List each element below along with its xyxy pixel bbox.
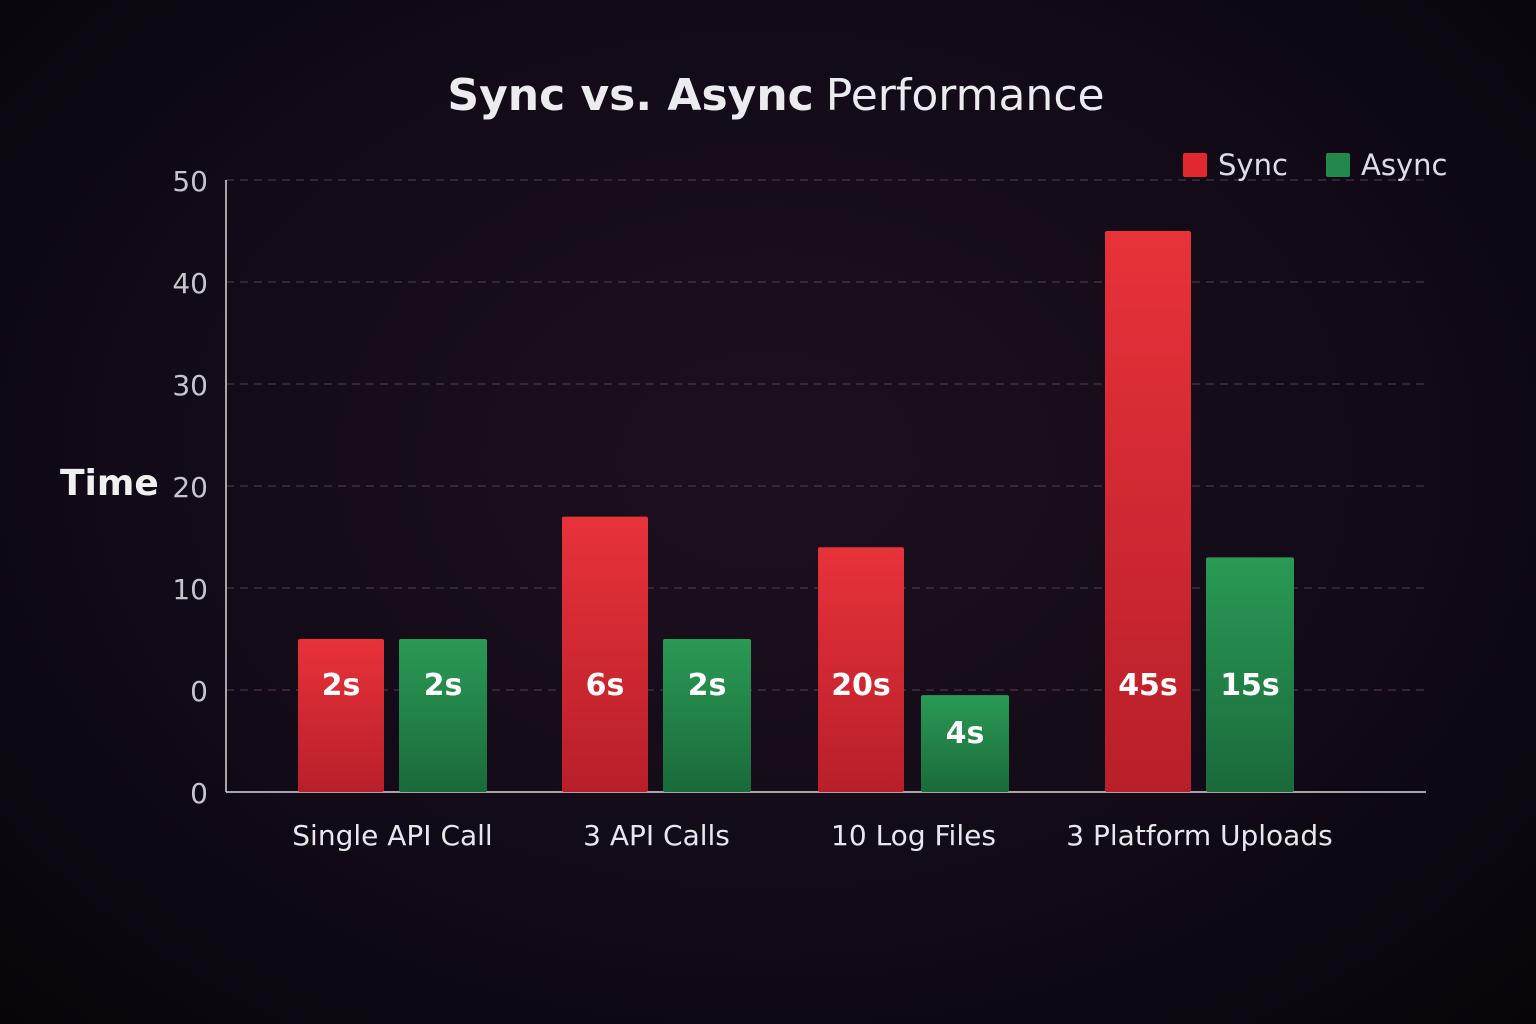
data-label: 20s bbox=[831, 668, 891, 703]
legend-label: Sync bbox=[1218, 148, 1288, 182]
bar-async bbox=[921, 695, 1009, 792]
y-axis-label: Time bbox=[60, 463, 159, 504]
legend-label: Async bbox=[1361, 148, 1447, 182]
y-tick-label: 10 bbox=[172, 573, 208, 606]
bar-async bbox=[1206, 557, 1294, 792]
bar-sync bbox=[1105, 231, 1191, 792]
chart-title-light: Performance bbox=[826, 70, 1105, 121]
data-label: 2s bbox=[688, 668, 727, 703]
x-tick-label: 10 Log Files bbox=[831, 819, 996, 852]
data-label: 2s bbox=[424, 668, 463, 703]
y-tick-label: 0 bbox=[190, 777, 208, 810]
bar-sync bbox=[818, 547, 904, 792]
legend-swatch-sync bbox=[1183, 153, 1207, 177]
y-tick-label: 30 bbox=[172, 369, 208, 402]
y-tick-label: 40 bbox=[172, 267, 208, 300]
x-tick-label: Single API Call bbox=[292, 819, 492, 852]
bar-sync bbox=[298, 639, 384, 792]
chart-title: Sync vs. Async Performance bbox=[447, 70, 1104, 121]
bar-async bbox=[663, 639, 751, 792]
chart-title-bold: Sync vs. Async bbox=[447, 70, 813, 121]
data-label: 2s bbox=[322, 668, 361, 703]
x-tick-label: 3 Platform Uploads bbox=[1066, 819, 1332, 852]
bar-async bbox=[399, 639, 487, 792]
y-tick-label: 0 bbox=[190, 675, 208, 708]
bar-sync bbox=[562, 516, 648, 792]
data-label: 4s bbox=[946, 716, 985, 751]
x-tick-label: 3 API Calls bbox=[583, 819, 730, 852]
data-label: 45s bbox=[1118, 668, 1178, 703]
y-tick-label: 50 bbox=[172, 165, 208, 198]
data-label: 15s bbox=[1220, 668, 1280, 703]
legend-swatch-async bbox=[1326, 153, 1350, 177]
y-tick-label: 20 bbox=[172, 471, 208, 504]
data-label: 6s bbox=[586, 668, 625, 703]
